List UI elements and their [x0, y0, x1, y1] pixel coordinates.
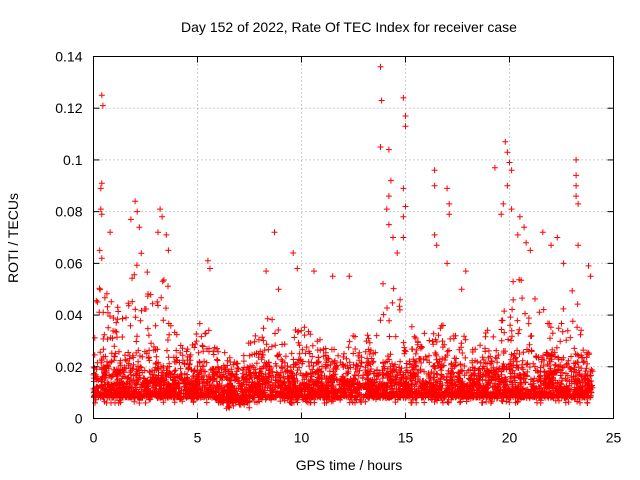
x-tick-label: 20: [502, 430, 518, 446]
axis-layer: 0 5 10 15 20 25 0 0.02 0.04 0.06 0.08 0.1 0.12 0.14: [55, 49, 621, 446]
y-tick-label: 0.1: [63, 152, 83, 168]
x-axis-label: GPS time / hours: [296, 457, 403, 473]
x-tick-label: 15: [398, 430, 414, 446]
data-points: [90, 63, 596, 412]
y-tick-label: 0.02: [55, 359, 82, 375]
x-tick-label: 0: [90, 430, 98, 446]
grid-layer: [93, 56, 614, 419]
y-tick-label: 0.04: [55, 307, 82, 323]
y-tick-label: 0.08: [55, 204, 82, 220]
x-tick-label: 25: [606, 430, 622, 446]
y-tick-label: 0.06: [55, 255, 82, 271]
y-tick-label: 0.14: [55, 49, 82, 65]
y-tick-label: 0: [75, 411, 83, 427]
y-tick-label: 0.12: [55, 100, 82, 116]
chart-title: Day 152 of 2022, Rate Of TEC Index for r…: [181, 19, 517, 35]
x-tick-label: 5: [194, 430, 202, 446]
points-layer: [90, 63, 596, 412]
y-axis-label: ROTI / TECUs: [5, 193, 21, 283]
plot-frame: [93, 56, 614, 419]
x-tick-label: 10: [294, 430, 310, 446]
